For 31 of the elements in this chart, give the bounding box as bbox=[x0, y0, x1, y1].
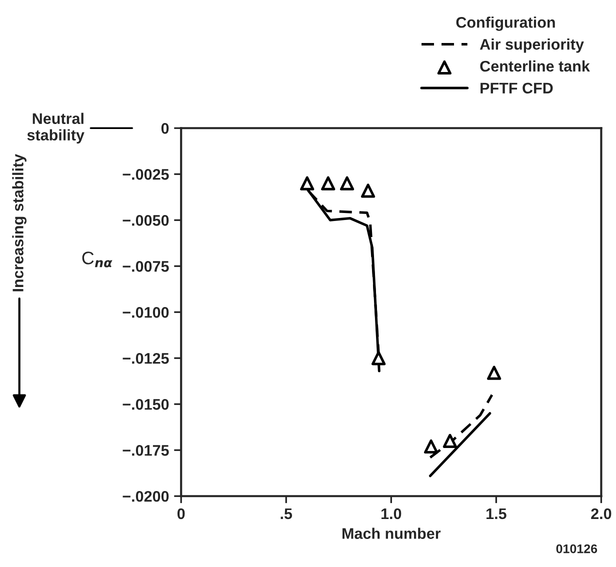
legend-label: Air superiority bbox=[480, 38, 584, 53]
point bbox=[371, 351, 386, 366]
point bbox=[360, 184, 376, 198]
y-tick-label: −.0200 bbox=[122, 490, 169, 502]
y-tick-label: −.0125 bbox=[122, 353, 169, 364]
legend-label: PFTF CFD bbox=[480, 82, 553, 94]
point bbox=[300, 176, 314, 190]
y-axis-title: C$_{nα}$ bbox=[82, 252, 112, 268]
x-tick-label: 2.0 bbox=[591, 508, 612, 520]
x-tick-label: 1.0 bbox=[382, 508, 402, 520]
y-tick-label: −.0050 bbox=[122, 215, 169, 226]
text: 010126 bbox=[556, 544, 598, 554]
legend-title: Configuration bbox=[456, 16, 555, 31]
y-tick-label: −.0075 bbox=[122, 261, 169, 272]
text: Neutral stability bbox=[27, 112, 84, 144]
x-tick-label: 1.5 bbox=[486, 508, 506, 520]
point bbox=[487, 366, 502, 380]
point bbox=[424, 439, 438, 454]
text: Increasing stability bbox=[12, 154, 27, 292]
y-tick-label: −.0100 bbox=[122, 307, 169, 318]
point bbox=[321, 176, 336, 190]
y-tick-label: −.0025 bbox=[122, 169, 169, 180]
y-tick-label: −.0175 bbox=[122, 444, 169, 456]
x-tick-label: 0 bbox=[177, 508, 185, 520]
point bbox=[442, 434, 458, 448]
x-tick-label: .5 bbox=[280, 508, 292, 520]
y-tick-label: −.0150 bbox=[122, 398, 169, 410]
legend-label: Centerline tank bbox=[480, 60, 590, 72]
point bbox=[340, 176, 354, 190]
y-tick-label: 0 bbox=[161, 123, 169, 134]
x-axis-title: Mach number bbox=[342, 528, 441, 539]
